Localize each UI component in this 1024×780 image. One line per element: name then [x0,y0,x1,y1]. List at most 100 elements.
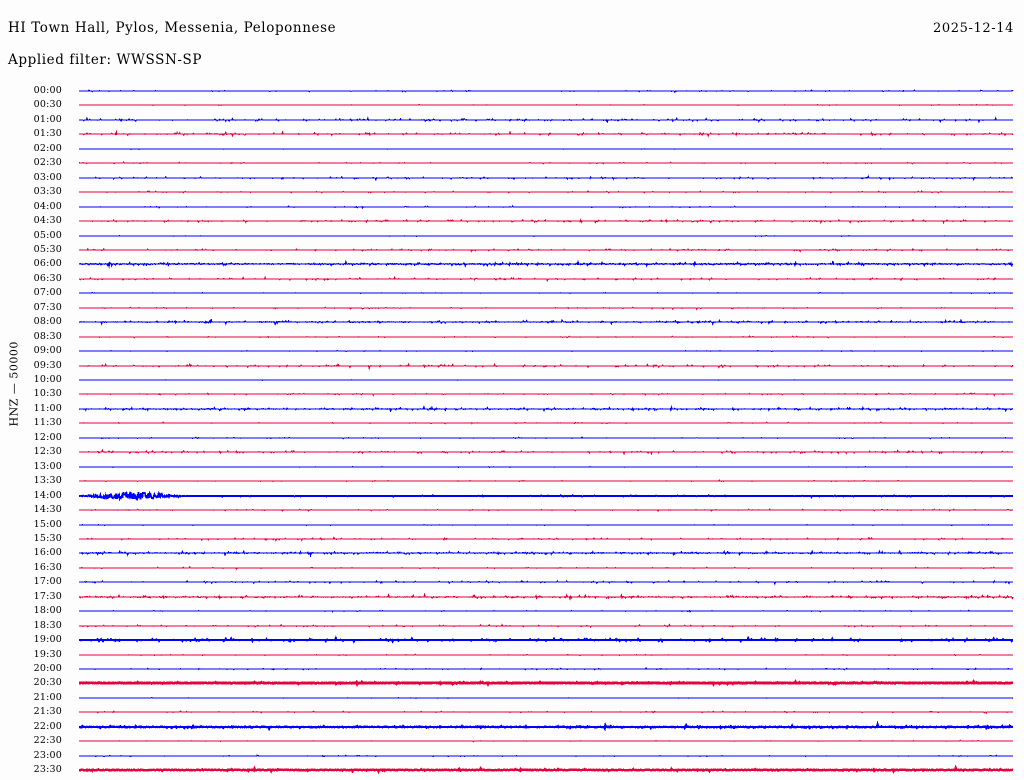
trace-path [78,104,1014,107]
trace-path [78,204,1014,209]
trace-row: 05:30 [0,243,1024,257]
trace-row: 08:30 [0,330,1024,344]
trace-path [78,448,1014,456]
trace-waveform [78,229,1013,243]
trace-time-label: 08:00 [33,316,62,328]
trace-row: 01:00 [0,113,1024,127]
trace-time-label: 06:00 [33,258,62,270]
trace-path [78,116,1014,124]
trace-time-label: 12:00 [33,431,62,443]
trace-waveform [78,503,1014,517]
trace-time-label: 13:00 [33,460,62,472]
trace-row: 14:00 [0,489,1024,503]
trace-row: 10:30 [0,387,1024,401]
trace-time-label: 01:00 [33,113,62,125]
trace-time-label: 16:30 [33,561,62,573]
trace-waveform [79,662,1014,676]
trace-time-label: 11:00 [33,402,62,414]
trace-row: 20:00 [0,662,1024,676]
trace-path [79,666,1014,671]
trace-waveform [78,127,1014,141]
trace-path [78,635,1014,644]
trace-waveform [78,214,1014,228]
trace-time-label: 13:30 [33,475,62,487]
trace-waveform [78,387,1014,401]
trace-path [78,764,1014,775]
trace-row: 07:00 [0,286,1024,300]
trace-time-label: 07:30 [33,301,62,313]
trace-row: 01:30 [0,127,1024,141]
trace-time-label: 03:00 [33,171,62,183]
trace-waveform [78,648,1014,662]
trace-row: 11:30 [0,416,1024,430]
trace-row: 11:00 [0,402,1024,416]
trace-path [78,549,1014,559]
trace-time-label: 19:00 [33,634,62,646]
trace-waveform [78,749,1014,763]
applied-filter-label: Applied filter: WWSSN-SP [8,52,203,68]
trace-row: 20:30 [0,676,1024,690]
trace-time-label: 23:30 [33,764,62,776]
trace-waveform [78,691,1014,705]
trace-path [78,218,1014,225]
trace-row: 08:00 [0,315,1024,329]
trace-path [78,490,1014,501]
trace-time-label: 05:30 [33,243,62,255]
trace-waveform [79,286,1013,300]
trace-time-label: 14:00 [33,489,62,501]
trace-waveform [78,359,1014,373]
trace-row: 13:30 [0,474,1024,488]
trace-path [78,523,1014,526]
helicorder-plot: 00:00 00:30 01:00 01:30 02:00 02:30 03:00 03:30… [0,78,1024,778]
trace-path [78,679,1014,688]
trace-waveform [78,518,1014,532]
trace-time-label: 17:30 [33,590,62,602]
trace-row: 02:30 [0,156,1024,170]
trace-time-label: 09:30 [33,359,62,371]
trace-waveform [78,315,1014,329]
trace-time-label: 17:00 [33,576,62,588]
trace-path [78,379,1014,381]
record-date: 2025-12-14 [933,21,1014,36]
trace-waveform [78,604,1014,618]
trace-time-label: 15:30 [33,532,62,544]
trace-waveform [78,676,1014,690]
trace-path [78,696,1014,699]
trace-path [78,710,1014,715]
trace-time-label: 09:00 [33,345,62,357]
trace-waveform [78,84,1014,98]
trace-waveform [78,257,1014,271]
trace-row: 09:30 [0,359,1024,373]
trace-waveform [78,142,1014,156]
trace-row: 17:30 [0,590,1024,604]
trace-row: 19:00 [0,633,1024,647]
trace-path [78,653,1014,656]
trace-path [79,421,1014,425]
trace-path [78,404,1014,413]
trace-waveform [78,561,1014,575]
trace-waveform [78,156,1014,170]
trace-waveform [78,720,1014,734]
trace-time-label: 11:30 [33,417,62,429]
trace-time-label: 05:00 [33,229,62,241]
trace-row: 15:30 [0,532,1024,546]
trace-row: 02:00 [0,142,1024,156]
trace-time-label: 23:00 [33,749,62,761]
trace-row: 12:00 [0,431,1024,445]
trace-time-label: 01:30 [33,128,62,140]
trace-waveform [78,200,1014,214]
trace-path [78,508,1014,513]
trace-time-label: 04:30 [33,215,62,227]
trace-waveform [79,416,1014,430]
trace-waveform [78,590,1014,604]
trace-waveform [78,633,1014,647]
trace-path [78,609,1014,613]
trace-path [78,275,1014,283]
trace-time-label: 22:00 [33,720,62,732]
trace-row: 18:30 [0,619,1024,633]
trace-row: 23:00 [0,749,1024,763]
trace-path [78,130,1014,139]
trace-path [78,753,1014,758]
trace-row: 14:30 [0,503,1024,517]
